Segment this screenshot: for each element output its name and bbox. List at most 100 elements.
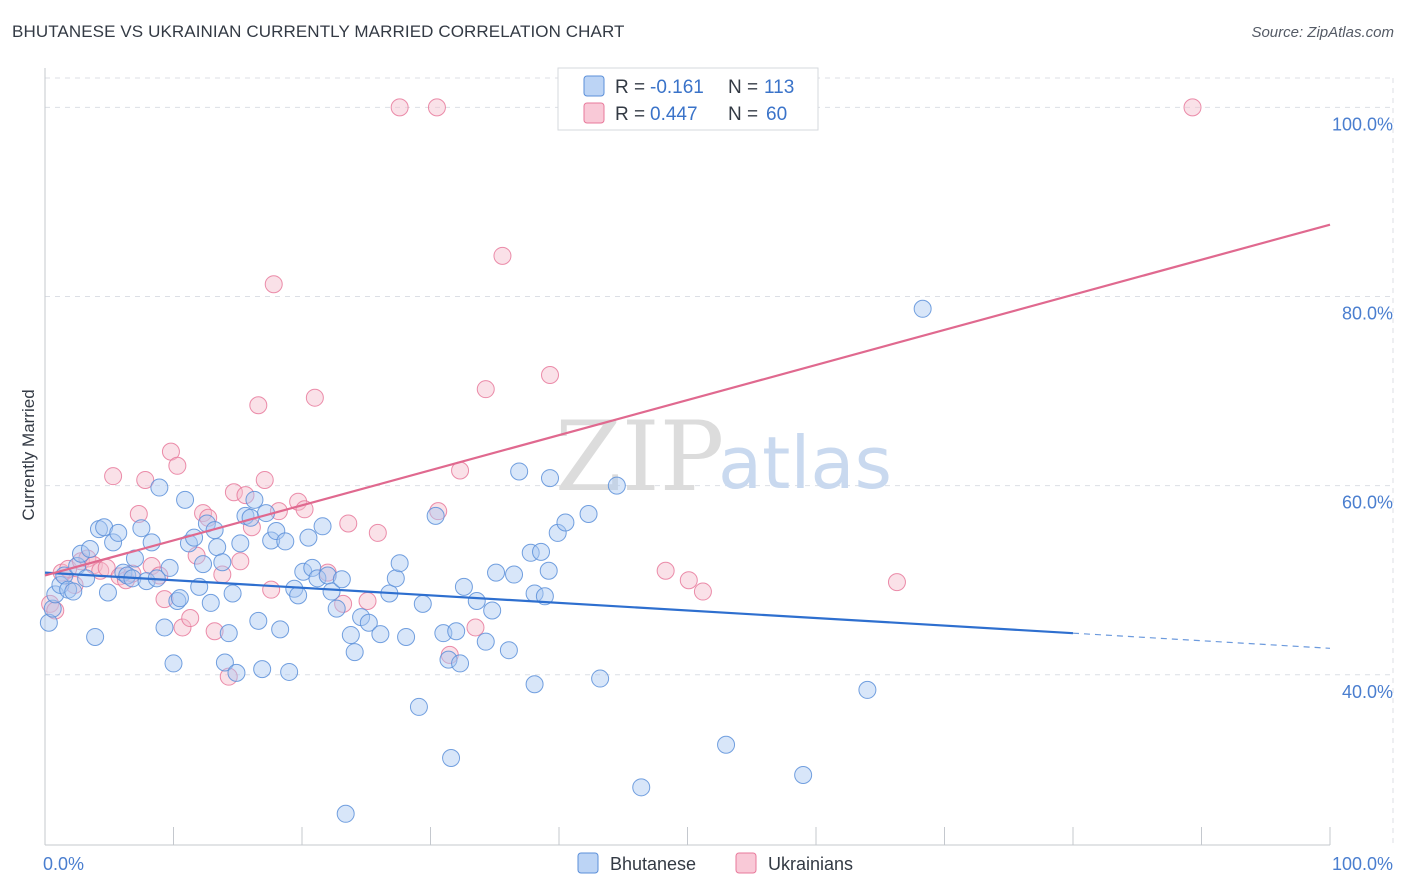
bhutanese-point-35	[194, 555, 213, 574]
ukrainians-point-57	[693, 582, 712, 601]
bottom-legend-label-bhutanese: Bhutanese	[610, 854, 696, 874]
ukrainians-point-20	[168, 456, 187, 475]
bhutanese-point-92	[505, 565, 524, 584]
bhutanese-point-21	[132, 519, 151, 538]
bhutanese-point-69	[341, 626, 360, 645]
bhutanese-point-25	[150, 478, 169, 497]
bhutanese-point-100	[541, 469, 560, 488]
legend-r-label-ukrainians: R =	[615, 104, 645, 125]
legend-n-label-bhutanese: N =	[728, 77, 758, 98]
ukrainians-points	[41, 98, 1202, 686]
bhutanese-point-75	[386, 569, 405, 588]
bhutanese-point-66	[327, 599, 346, 618]
bhutanese-point-84	[447, 622, 466, 641]
bhutanese-point-96	[525, 675, 544, 694]
bhutanese-point-76	[390, 554, 409, 573]
bhutanese-point-63	[313, 517, 332, 536]
bhutanese-point-56	[280, 662, 299, 681]
bhutanese-point-11	[86, 627, 105, 646]
ukrainians-point-15	[136, 470, 155, 489]
x-tick-label-1: 100.0%	[1332, 854, 1393, 874]
bhutanese-point-107	[717, 735, 736, 754]
bhutanese-point-98	[535, 587, 554, 606]
gridlines	[45, 77, 1394, 845]
bhutanese-point-104	[591, 669, 610, 688]
bhutanese-point-72	[359, 613, 378, 632]
bhutanese-point-103	[579, 505, 598, 524]
ukrainians-point-54	[541, 365, 560, 384]
ukrainians-point-42	[334, 594, 353, 613]
ukrainians-point-31	[236, 486, 255, 505]
ukrainians-point-40	[305, 388, 324, 407]
bhutanese-point-53	[267, 522, 286, 541]
bhutanese-point-18	[118, 566, 137, 585]
bhutanese-point-94	[521, 543, 540, 562]
bhutanese-point-83	[442, 748, 461, 767]
bhutanese-point-40	[213, 553, 232, 572]
bhutanese-point-6	[64, 582, 83, 601]
y-tick-label-0: 40.0%	[1342, 682, 1393, 702]
ukrainians-point-22	[181, 609, 200, 628]
bhutanese-point-82	[439, 650, 458, 669]
ukrainians-point-52	[476, 380, 495, 399]
bhutanese-point-102	[556, 513, 575, 532]
bhutanese-point-10	[80, 540, 99, 559]
ukrainians-point-46	[390, 98, 409, 117]
ukrainians-point-48	[429, 502, 448, 521]
bhutanese-point-1	[43, 599, 62, 618]
bhutanese-point-87	[467, 592, 486, 611]
ukrainians-point-43	[339, 514, 358, 533]
bhutanese-point-67	[332, 570, 351, 589]
ukrainians-point-59	[1183, 98, 1202, 117]
bhutanese-point-29	[168, 592, 187, 611]
bhutanese-point-37	[201, 593, 220, 612]
bhutanese-trend-extension	[1072, 632, 1331, 649]
ukrainians-point-21	[173, 618, 192, 637]
bhutanese-point-73	[371, 625, 390, 644]
ukrainians-point-14	[129, 505, 148, 524]
bhutanese-point-105	[607, 476, 626, 495]
watermark-zip: ZIP	[555, 401, 724, 513]
y-tick-label-3: 100.0%	[1332, 114, 1393, 134]
bottom-legend-label-ukrainians: Ukrainians	[768, 854, 853, 874]
legend-r-value-ukrainians: 0.447	[650, 104, 698, 125]
bhutanese-point-55	[276, 532, 295, 551]
ukrainians-point-56	[679, 571, 698, 590]
bhutanese-point-108	[794, 766, 813, 785]
y-axis-label: Currently Married	[19, 389, 38, 520]
ukrainians-point-10	[104, 467, 123, 486]
bhutanese-point-78	[409, 697, 428, 716]
bhutanese-point-33	[185, 528, 204, 547]
ukrainians-point-58	[887, 573, 906, 592]
legend-swatch-ukrainians	[583, 102, 605, 124]
legend-r-value-bhutanese: -0.161	[650, 77, 704, 98]
bhutanese-point-110	[913, 299, 932, 318]
ukrainians-point-33	[249, 396, 268, 415]
bhutanese-point-88	[476, 632, 495, 651]
bhutanese-point-58	[289, 586, 308, 605]
bhutanese-point-48	[245, 490, 264, 509]
bhutanese-points	[39, 299, 932, 823]
bhutanese-point-49	[249, 611, 268, 630]
legend-n-label-ukrainians: N =	[728, 104, 758, 125]
chart-source: Source: ZipAtlas.com	[1251, 24, 1394, 41]
bhutanese-point-42	[219, 624, 238, 643]
bhutanese-point-32	[179, 534, 198, 553]
bhutanese-point-22	[137, 572, 156, 591]
ukrainians-point-51	[466, 618, 485, 637]
bhutanese-point-93	[510, 462, 529, 481]
ukrainians-point-34	[255, 470, 274, 489]
bhutanese-point-41	[215, 653, 234, 672]
ukrainians-trend-line	[44, 223, 1331, 577]
bhutanese-point-70	[345, 643, 364, 662]
bhutanese-point-31	[176, 490, 195, 509]
bhutanese-point-14	[98, 583, 117, 602]
ukrainians-point-47	[427, 98, 446, 117]
bhutanese-point-89	[483, 601, 502, 620]
bhutanese-point-45	[231, 534, 250, 553]
bhutanese-point-68	[336, 804, 355, 823]
ukrainians-point-26	[205, 622, 224, 641]
axes	[44, 68, 1331, 846]
bottom-legend-swatch-bhutanese	[577, 852, 599, 874]
